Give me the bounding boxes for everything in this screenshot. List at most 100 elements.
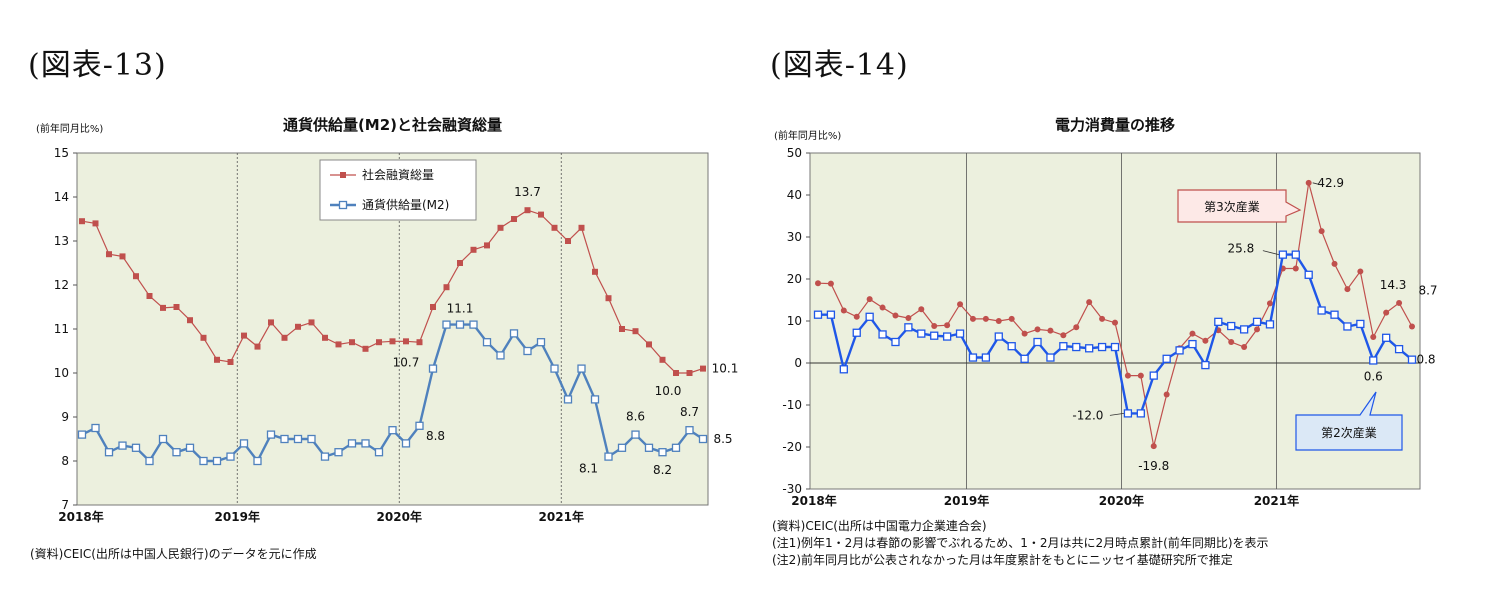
chart1-series-2-point: [442, 320, 451, 329]
chart2-series-2-point: [1123, 409, 1133, 418]
chart2-leader-line: [1109, 413, 1124, 416]
chart2-series-1-point: [815, 280, 821, 287]
chart2-y-tick-label: 0: [794, 356, 802, 370]
chart2-series-2-point: [1033, 337, 1042, 347]
chart2-series-2-point: [813, 310, 823, 319]
chart1-series-1-point: [79, 218, 85, 225]
chart1-series-2-point: [185, 443, 195, 452]
chart1-y-tick-label: 7: [61, 498, 69, 512]
chart1-series-1-point: [592, 268, 598, 275]
chart2-series-2-point: [1356, 319, 1365, 329]
chart2-series-2-point: [904, 323, 913, 332]
chart2-y-tick-label: 40: [787, 188, 802, 202]
chart2-series-2-point: [1265, 320, 1275, 329]
chart2-series-1-point: [995, 318, 1002, 324]
chart2-series-1-point: [1202, 337, 1209, 344]
chart2-series-2-point: [1382, 333, 1391, 342]
chart2-series-1-point: [840, 307, 847, 314]
chart1-series-2-point: [685, 426, 694, 435]
chart2-series-2-point: [1020, 354, 1029, 363]
chart1-series-2-point: [698, 434, 708, 444]
chart1-series-2-point: [307, 434, 316, 444]
chart1-series-1-point: [308, 319, 315, 326]
chart1-series-2-point: [374, 448, 384, 457]
chart1-series-2-point: [671, 443, 681, 452]
chart2-series-1-point: [1409, 323, 1415, 330]
chart2-series-1-point: [931, 323, 938, 330]
chart2-series-2-point: [1304, 270, 1313, 279]
chart1-series-1-point: [524, 207, 531, 214]
chart2-series-1-point: [1383, 309, 1390, 316]
chart2-data-label: 8.7: [1418, 283, 1437, 297]
chart1-legend-label-1: 社会融資総量: [362, 167, 434, 182]
chart1-title: 通貨供給量(M2)と社会融資総量: [283, 116, 502, 134]
chart2-series-2-point: [1110, 342, 1120, 352]
chart2-series-2-point: [1007, 342, 1016, 351]
chart1-data-label: 8.8: [426, 429, 445, 443]
chart2-series-1-point: [1357, 268, 1364, 275]
chart1-series-2-point: [118, 441, 127, 450]
chart2-series-1-point: [1228, 339, 1235, 345]
chart1-series-1-point: [403, 338, 409, 345]
chart2-series-2-point: [1085, 344, 1094, 353]
chart1-series-1-point: [430, 304, 436, 310]
chart1-data-label: 8.6: [626, 410, 645, 424]
chart1-series-2-point: [523, 346, 532, 356]
chart1-data-label: 13.7: [514, 185, 541, 199]
chart1-series-2-point: [199, 456, 208, 466]
chart1-series-2-point: [469, 320, 478, 329]
chart2-series-1-point: [1060, 332, 1067, 339]
chart2-series-1-point: [1305, 179, 1312, 186]
chart1-data-label: 10.0: [655, 384, 682, 398]
chart1-x-tick-label: 2021年: [539, 509, 584, 524]
chart2-series-2-point: [930, 331, 939, 340]
chart2-series-1-point: [944, 322, 951, 329]
chart2-series-2-point: [1291, 250, 1300, 259]
chart1-series-2-point: [550, 364, 559, 373]
chart1-series-2-point: [563, 395, 573, 404]
chart2-series-1-point: [918, 306, 925, 313]
chart2-note-source: (資料)CEIC(出所は中国電力企業連合会): [772, 519, 987, 533]
chart1-series-1-point: [619, 326, 625, 332]
chart2-callout-label-2nd: 第2次産業: [1321, 425, 1377, 440]
chart2-y-tick-label: 20: [787, 272, 802, 286]
chart1-series-1-point: [538, 211, 544, 218]
chart2-series-1-point: [1137, 372, 1144, 379]
chart2-x-tick-label: 2021年: [1254, 493, 1299, 508]
chart2-series-1-point: [1086, 299, 1093, 306]
figure-13-label: (図表-13): [28, 48, 167, 83]
chart1-y-tick-label: 12: [54, 278, 69, 292]
chart2-data-label: 42.9: [1317, 176, 1344, 190]
chart2-series-2-point: [1201, 360, 1210, 370]
chart2-series-2-point: [1162, 354, 1171, 363]
chart1-series-1-point: [281, 334, 288, 341]
chart2-series-1-point: [1254, 326, 1261, 333]
chart2-series-2-point: [968, 353, 978, 362]
chart1-series-1-point: [578, 224, 585, 231]
chart2-data-label: 14.3: [1380, 278, 1407, 292]
chart1-series-1-point: [686, 370, 693, 376]
chart2-series-2-point: [1394, 344, 1404, 354]
chart1-series-1-point: [470, 246, 477, 253]
chart1-series-2-point: [658, 448, 667, 457]
chart1-series-1-point: [119, 253, 126, 260]
chart2-series-1-point: [1292, 265, 1299, 272]
chart1-series-1-point: [443, 284, 450, 291]
chart1-series-1-point: [241, 332, 247, 339]
chart1-series-2-point: [428, 364, 438, 373]
chart1-data-label: 8.5: [713, 432, 732, 446]
chart2-leader-line: [1312, 182, 1321, 186]
chart2-series-1-point: [1344, 286, 1351, 293]
figure-14-label: (図表-14): [770, 48, 909, 83]
chart2-series-1-point: [1047, 327, 1054, 334]
chart2-series-1-point: [1034, 326, 1041, 333]
chart1-series-2-point: [644, 443, 654, 452]
chart2-series-1-point: [853, 313, 860, 320]
chart1-data-label: 8.7: [680, 405, 699, 419]
chart1-series-2-point: [482, 338, 492, 347]
chart2-series-2-point: [917, 329, 926, 338]
chart1-series-1-point: [295, 323, 301, 330]
chart2-series-2-point: [942, 332, 952, 341]
chart2-series-1-point: [1112, 319, 1118, 326]
chart2-x-tick-label: 2020年: [1099, 493, 1144, 508]
